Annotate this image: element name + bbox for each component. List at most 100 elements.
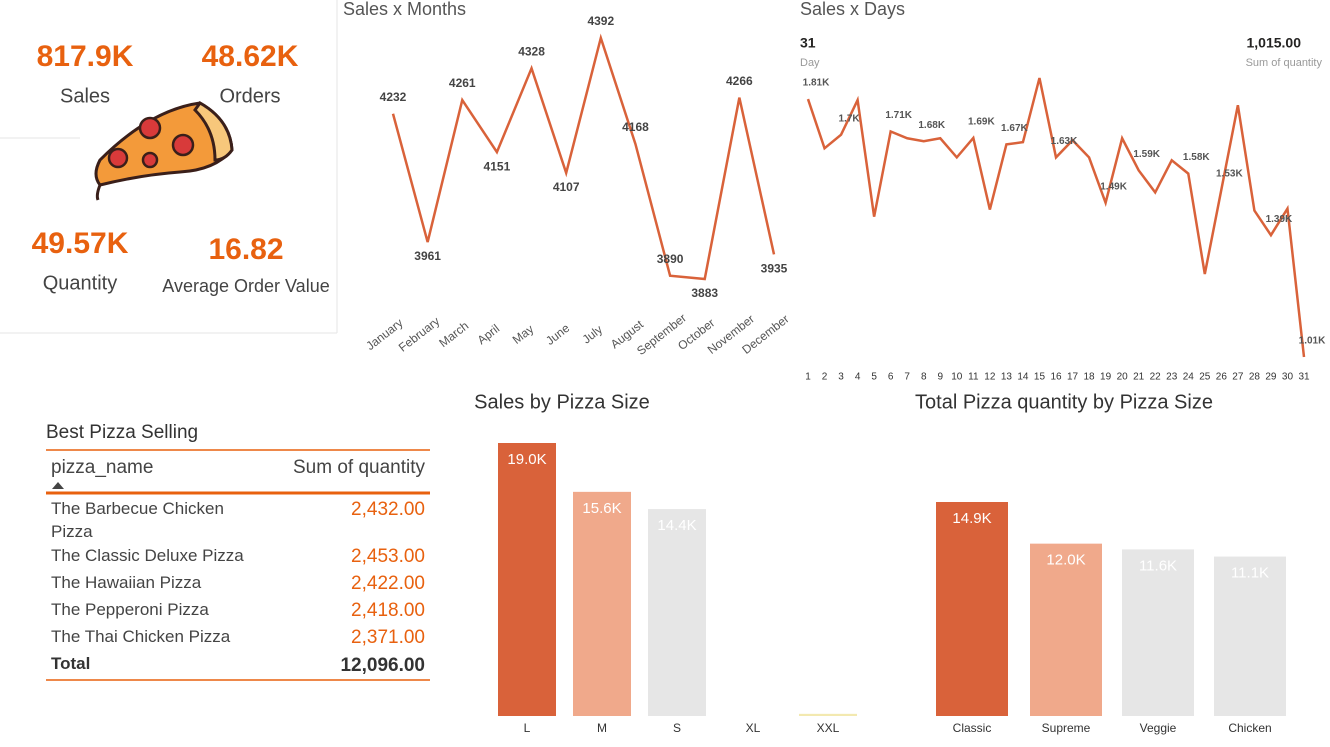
- x-tick-label: 31: [1298, 372, 1310, 383]
- kpi-value: 48.62K: [202, 40, 299, 73]
- data-label: 1.01K: [1299, 336, 1326, 347]
- x-tick-label: 7: [904, 372, 910, 383]
- x-tick-label: 6: [888, 372, 894, 383]
- column-header: Sum of quantity: [292, 457, 425, 478]
- data-label: 1.39K: [1266, 214, 1293, 225]
- x-tick-label: 1: [805, 372, 811, 383]
- x-tick-label: Classic: [953, 721, 992, 735]
- kpi-label: Sales: [60, 85, 110, 107]
- x-tick-label: 19: [1100, 372, 1112, 383]
- data-label: 4261: [449, 76, 476, 90]
- x-tick-label: Chicken: [1228, 721, 1271, 735]
- chart-title: Sales x Months: [343, 0, 466, 19]
- sort-indicator: [52, 482, 64, 489]
- x-tick-label: 20: [1117, 372, 1129, 383]
- data-label: 1.68K: [918, 120, 945, 131]
- x-tick-label: 28: [1249, 372, 1261, 383]
- data-label: 1.59K: [1133, 149, 1160, 160]
- kpi-value: 49.57K: [32, 227, 129, 260]
- line: [806, 77, 1306, 358]
- x-tick-label: 15: [1034, 372, 1046, 383]
- data-label: 4107: [553, 180, 580, 194]
- x-tick-label: 8: [921, 372, 927, 383]
- table-title: Best Pizza Selling: [46, 422, 198, 443]
- tooltip-x-label: Day: [800, 57, 820, 69]
- x-tick-label: 12: [984, 372, 996, 383]
- x-tick-label: 3: [838, 372, 844, 383]
- line: [391, 33, 776, 281]
- chart-title: Sales by Pizza Size: [474, 391, 650, 413]
- tooltip-value-label: Sum of quantity: [1246, 57, 1323, 69]
- data-label: 3890: [657, 252, 684, 266]
- x-tick-label: February: [396, 314, 442, 355]
- data-label: 1.58K: [1183, 152, 1210, 163]
- x-tick-label: XXL: [817, 721, 840, 735]
- kpi-label: Orders: [219, 85, 280, 107]
- x-tick-label: July: [580, 322, 605, 346]
- x-tick-label: 14: [1017, 372, 1029, 383]
- data-label: 1.67K: [1001, 123, 1028, 134]
- x-tick-label: S: [673, 721, 681, 735]
- bar: [648, 509, 706, 716]
- bar: [573, 491, 631, 716]
- kpi-value: 16.82: [208, 233, 283, 266]
- tooltip-x: 31: [800, 35, 816, 51]
- data-label: 1.53K: [1216, 168, 1243, 179]
- data-label: 14.4K: [657, 517, 696, 534]
- x-tick-label: 10: [951, 372, 963, 383]
- cell-name: The Pepperoni Pizza: [51, 600, 209, 619]
- bar: [498, 443, 556, 716]
- data-label: 19.0K: [507, 451, 546, 468]
- x-tick-label: M: [597, 721, 607, 735]
- data-label: 1.81K: [803, 78, 830, 89]
- kpi-value: 817.9K: [37, 40, 134, 73]
- data-label: 1.49K: [1100, 181, 1127, 192]
- cell-value: 2,418.00: [351, 600, 425, 621]
- x-tick-label: 26: [1216, 372, 1228, 383]
- cell-value: 2,422.00: [351, 573, 425, 594]
- cell-name: The Barbecue Chicken Pizza: [51, 499, 224, 541]
- data-label: 3961: [414, 249, 441, 263]
- data-label: 4392: [587, 14, 614, 28]
- x-tick-label: 4: [855, 372, 861, 383]
- x-tick-label: March: [436, 319, 471, 351]
- data-label: 4328: [518, 44, 545, 58]
- x-tick-label: 9: [937, 372, 943, 383]
- x-tick-label: 25: [1199, 372, 1211, 383]
- data-label: 14.9K: [952, 510, 991, 527]
- column-header: pizza_name: [51, 457, 154, 478]
- data-label: 4266: [726, 74, 753, 88]
- bar: [799, 713, 857, 716]
- x-tick-label: 22: [1150, 372, 1162, 383]
- x-tick-label: April: [475, 321, 503, 347]
- x-tick-label: 13: [1001, 372, 1013, 383]
- cell-value: 2,371.00: [351, 627, 425, 648]
- kpi-label: Average Order Value: [162, 276, 329, 296]
- x-tick-label: June: [543, 321, 572, 348]
- data-label: 1.7K: [839, 113, 861, 124]
- x-tick-label: Supreme: [1042, 721, 1091, 735]
- x-tick-label: 24: [1183, 372, 1195, 383]
- x-tick-label: L: [524, 721, 531, 735]
- total-label: Total: [51, 654, 91, 673]
- x-tick-label: 21: [1133, 372, 1145, 383]
- x-tick-label: 5: [871, 372, 877, 383]
- bar: [1214, 556, 1286, 716]
- data-label: 1.71K: [885, 110, 912, 121]
- tooltip-value: 1,015.00: [1247, 35, 1302, 51]
- cell-name: The Classic Deluxe Pizza: [51, 546, 244, 565]
- total-value: 12,096.00: [340, 655, 425, 676]
- data-label: 3883: [691, 286, 718, 300]
- x-tick-label: 17: [1067, 372, 1079, 383]
- data-label: 3935: [761, 262, 788, 276]
- x-tick-label: 30: [1282, 372, 1294, 383]
- data-label: 4151: [484, 159, 511, 173]
- kpi-label: Quantity: [43, 272, 117, 294]
- pizza-icon: [94, 101, 234, 201]
- x-tick-label: 2: [822, 372, 828, 383]
- x-tick-label: 18: [1084, 372, 1096, 383]
- bar: [936, 502, 1008, 716]
- chart-title: Sales x Days: [800, 0, 905, 19]
